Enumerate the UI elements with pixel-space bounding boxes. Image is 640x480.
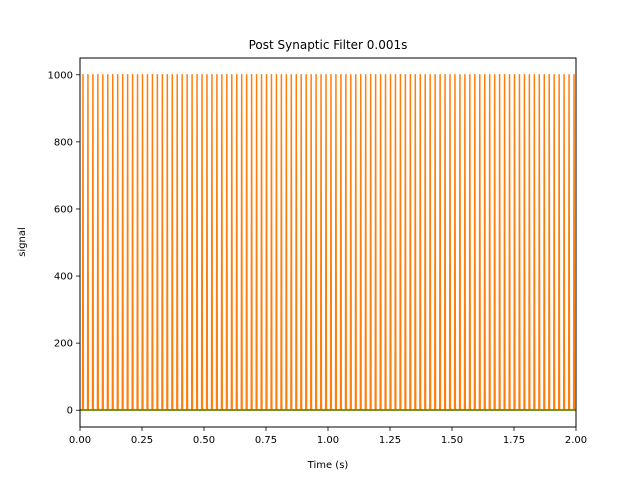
x-tick-label: 0.25 — [131, 435, 153, 446]
x-tick-label: 0.50 — [193, 435, 215, 446]
y-tick-label: 400 — [54, 272, 73, 283]
plot-area — [80, 74, 576, 411]
y-tick-label: 800 — [54, 137, 73, 148]
x-tick-label: 0.00 — [69, 435, 91, 446]
x-tick-label: 1.75 — [503, 435, 525, 446]
x-tick-label: 1.25 — [379, 435, 401, 446]
y-tick-label: 1000 — [48, 70, 73, 81]
x-tick-label: 1.50 — [441, 435, 463, 446]
y-axis: 0 200 400 600 800 1000 — [48, 70, 80, 417]
chart-title: Post Synaptic Filter 0.001s — [249, 38, 408, 52]
x-axis: 0.00 0.25 0.50 0.75 1.00 1.25 1.50 1.75 2.00 — [69, 427, 587, 446]
y-tick-label: 0 — [67, 406, 73, 417]
x-tick-label: 2.00 — [565, 435, 587, 446]
x-axis-label: Time (s) — [307, 460, 349, 471]
x-tick-label: 1.00 — [317, 435, 339, 446]
x-tick-label: 0.75 — [255, 435, 277, 446]
y-tick-label: 600 — [54, 204, 73, 215]
y-axis-label: signal — [17, 227, 28, 257]
y-tick-label: 200 — [54, 339, 73, 350]
